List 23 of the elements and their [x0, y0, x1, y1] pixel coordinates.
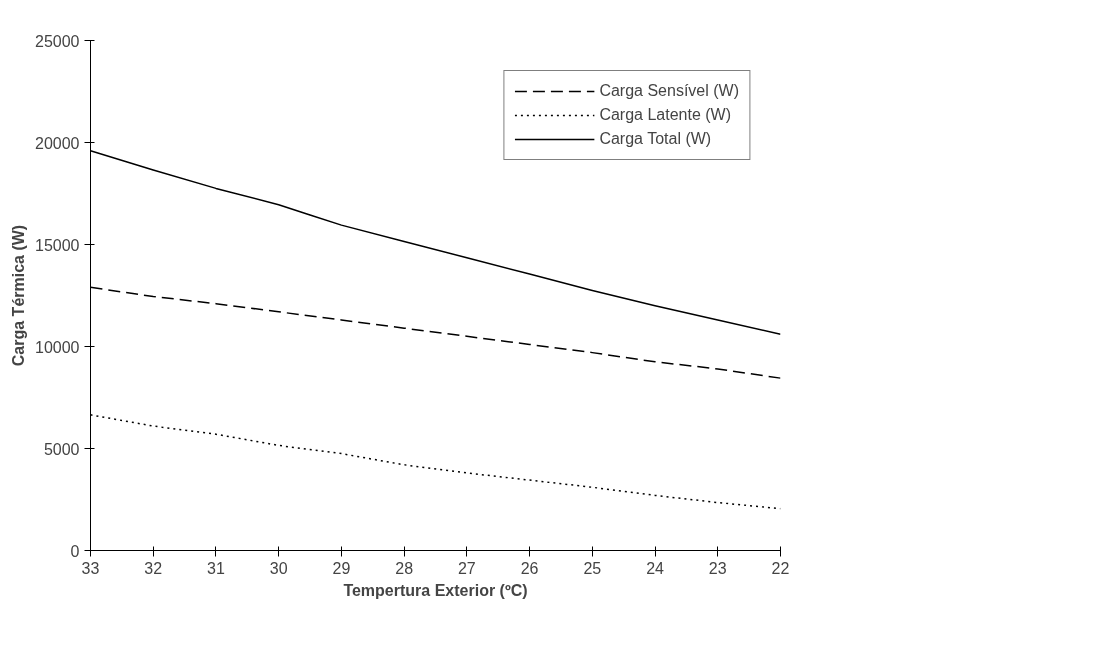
legend-label: Carga Latente (W)	[599, 106, 732, 124]
x-tick-label: 24	[646, 559, 665, 577]
x-tick-label: 28	[395, 559, 414, 577]
x-tick-label: 22	[771, 559, 790, 577]
y-tick-label: 15000	[35, 236, 80, 254]
y-tick-label: 0	[70, 542, 80, 560]
x-tick-label: 32	[144, 559, 163, 577]
y-axis-title: Carga Térmica (W)	[10, 224, 28, 367]
x-tick-label: 29	[332, 559, 351, 577]
x-tick-label: 31	[207, 559, 225, 577]
y-tick-label: 20000	[35, 134, 80, 152]
legend-label: Carga Sensível (W)	[599, 82, 739, 100]
y-tick-label: 5000	[43, 440, 80, 458]
y-tick-label: 25000	[35, 32, 80, 50]
y-tick-label: 10000	[35, 338, 80, 356]
x-tick-label: 30	[269, 559, 288, 577]
legend-label: Carga Total (W)	[599, 130, 712, 148]
x-tick-label: 26	[520, 559, 539, 577]
x-tick-label: 27	[457, 559, 476, 577]
x-axis-title: Tempertura Exterior (ºC)	[343, 581, 528, 599]
x-tick-label: 23	[708, 559, 727, 577]
x-tick-label: 33	[81, 559, 100, 577]
x-tick-label: 25	[583, 559, 602, 577]
